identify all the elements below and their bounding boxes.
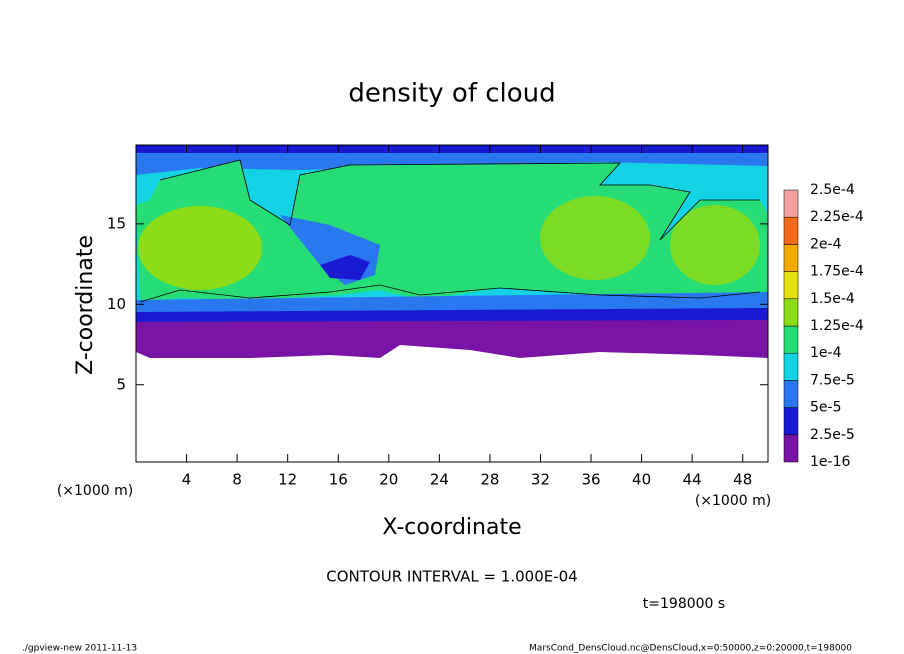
colorbar-box xyxy=(783,407,799,436)
colorbar-label: 2.25e-4 xyxy=(810,209,864,225)
x-tick-label: 12 xyxy=(278,471,297,489)
colorbar-label: 2.5e-4 xyxy=(810,182,855,198)
y-unit: (×1000 m) xyxy=(57,483,133,499)
colorbar-label: 1e-4 xyxy=(810,345,842,361)
x-tick-label: 32 xyxy=(531,471,550,489)
x-tick-label: 16 xyxy=(329,471,348,489)
colorbar-box xyxy=(783,298,799,327)
colorbar-label: 1.5e-4 xyxy=(810,291,855,307)
y-axis-label: Z-coordinate xyxy=(73,235,98,375)
colorbar-box xyxy=(783,189,799,218)
colorbar-label: 1.25e-4 xyxy=(810,318,864,334)
colorbar-box xyxy=(783,434,799,463)
x-tick-label: 20 xyxy=(379,471,398,489)
y-tick-label: 5 xyxy=(116,375,126,393)
field-region xyxy=(540,196,650,280)
field-region xyxy=(138,206,262,290)
colorbar-label: 2e-4 xyxy=(810,236,842,252)
colorbar-box xyxy=(783,244,799,272)
x-tick-label: 8 xyxy=(232,471,242,489)
field-region xyxy=(136,145,768,153)
footer-left: ./gpview-new 2011-11-13 xyxy=(22,644,137,654)
x-tick-label: 28 xyxy=(480,471,499,489)
colorbar-box xyxy=(783,216,799,245)
contour-interval: CONTOUR INTERVAL = 1.000E-04 xyxy=(326,568,577,586)
time-label: t=198000 s xyxy=(643,596,725,612)
x-tick-label: 40 xyxy=(632,471,651,489)
colorbar-box xyxy=(783,380,799,408)
x-axis-label: X-coordinate xyxy=(382,515,521,540)
x-tick-label: 48 xyxy=(733,471,752,489)
colorbar-label: 1e-16 xyxy=(810,454,850,470)
chart-title: density of cloud xyxy=(348,79,555,109)
colorbar-box xyxy=(783,325,799,354)
x-unit: (×1000 m) xyxy=(695,493,771,509)
x-tick-label: 24 xyxy=(430,471,449,489)
field-region xyxy=(670,205,760,285)
plot-frame xyxy=(135,144,769,463)
x-tick-label: 44 xyxy=(683,471,702,489)
y-tick-label: 10 xyxy=(107,295,126,313)
colorbar-label: 1.75e-4 xyxy=(810,264,864,280)
colorbar-label: 2.5e-5 xyxy=(810,427,855,443)
x-tick-label: 4 xyxy=(182,471,192,489)
field xyxy=(136,145,768,358)
colorbar-label: 5e-5 xyxy=(810,400,841,416)
contour-line xyxy=(139,159,761,303)
y-tick-label: 15 xyxy=(107,214,126,232)
colorbar-box xyxy=(783,352,799,381)
field-region xyxy=(320,255,370,280)
field-region xyxy=(136,320,768,358)
x-tick-label: 36 xyxy=(581,471,600,489)
colorbar-box xyxy=(783,271,799,300)
colorbar-label: 7.5e-5 xyxy=(810,372,855,388)
footer-right: MarsCond_DensCloud.nc@DensCloud,x=0:5000… xyxy=(529,644,852,654)
